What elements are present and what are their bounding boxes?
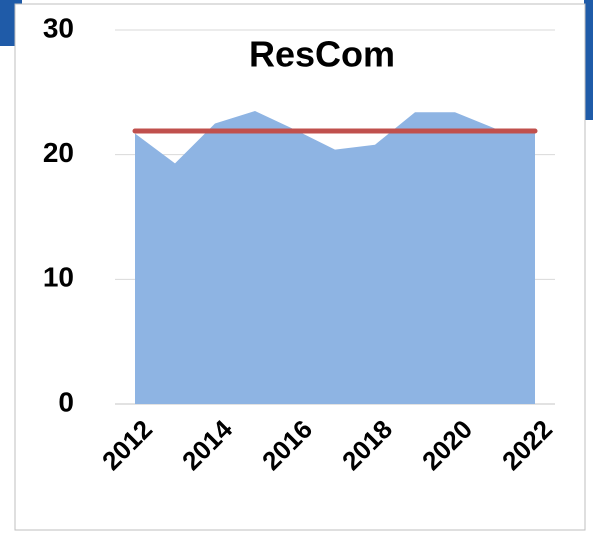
chart-title: ResCom	[249, 34, 395, 75]
y-tick-label: 20	[43, 137, 74, 168]
marks	[132, 111, 538, 405]
slide-edge	[584, 0, 593, 120]
y-tick-label: 30	[43, 12, 74, 43]
y-tick-label: 0	[58, 386, 74, 417]
area	[135, 111, 535, 405]
y-tick-label: 10	[43, 262, 74, 293]
